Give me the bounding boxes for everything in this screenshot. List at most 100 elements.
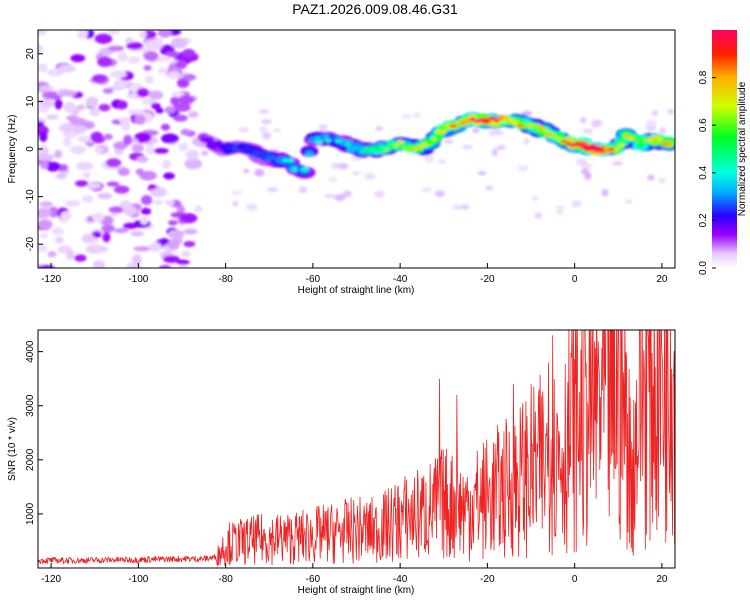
heatmap-cell <box>82 195 94 203</box>
heatmap-cell <box>182 48 196 58</box>
heatmap-cell <box>135 168 145 176</box>
heatmap-cell <box>165 199 175 206</box>
heatmap-cell <box>98 103 111 112</box>
heatmap-cell <box>434 133 444 141</box>
heatmap-cell <box>160 123 171 131</box>
heatmap-cell <box>245 204 258 211</box>
heatmap-cell <box>178 142 189 152</box>
snr-x-label: Height of straight line (km) <box>298 585 415 596</box>
heatmap-cell <box>413 112 421 119</box>
heatmap-cell <box>77 30 88 40</box>
heatmap-cell <box>103 133 113 140</box>
spectrogram-x-label: Height of straight line (km) <box>298 285 415 296</box>
heatmap-cell <box>126 42 144 50</box>
heatmap-cell <box>39 85 55 92</box>
heatmap-cell <box>267 187 278 192</box>
heatmap-cell <box>582 128 594 134</box>
heatmap-cell <box>176 259 190 265</box>
heatmap-cell <box>150 187 168 198</box>
y-tick-label: 1000 <box>25 502 36 525</box>
heatmap-cell <box>584 172 592 180</box>
heatmap-cell <box>170 37 188 49</box>
heatmap-cell <box>55 236 64 244</box>
heatmap-cell <box>526 123 534 128</box>
heatmap-cell <box>180 250 191 258</box>
heatmap-cell <box>144 75 154 85</box>
heatmap-cell <box>461 204 469 211</box>
heatmap-cell <box>624 199 633 204</box>
heatmap-cell <box>39 131 48 143</box>
x-tick-label: 20 <box>656 574 668 585</box>
x-tick-label: -80 <box>218 574 233 585</box>
heatmap-cell <box>579 144 587 149</box>
heatmap-cell <box>373 190 385 198</box>
x-tick-label: 0 <box>572 274 578 285</box>
spectrogram-heatmap <box>38 30 675 268</box>
heatmap-cell <box>222 148 234 155</box>
heatmap-cell <box>60 211 72 221</box>
heatmap-cell <box>66 115 79 121</box>
heatmap-cell <box>485 185 494 191</box>
heatmap-cell <box>107 45 125 52</box>
heatmap-cell <box>335 138 342 143</box>
heatmap-cell <box>70 145 86 155</box>
heatmap-cell <box>65 249 75 260</box>
heatmap-cell <box>373 146 380 151</box>
heatmap-cell <box>416 145 424 150</box>
y-tick-label: 2000 <box>25 448 36 471</box>
heatmap-cell <box>666 141 673 146</box>
colorbar-tick-label: 0.0 <box>698 261 709 275</box>
heatmap-cell <box>560 139 567 144</box>
heatmap-cell <box>554 205 565 211</box>
heatmap-cell <box>133 246 151 252</box>
heatmap-cell <box>76 161 94 171</box>
x-tick-label: -100 <box>128 574 148 585</box>
heatmap-cell <box>378 144 385 149</box>
heatmap-cell <box>38 153 55 161</box>
figure-title: PAZ1.2026.009.08.46.G31 <box>292 1 458 17</box>
colorbar-tick-label: 0.8 <box>698 70 709 84</box>
heatmap-cell <box>38 107 50 113</box>
heatmap-cell <box>352 170 360 176</box>
heatmap-cell <box>477 171 487 176</box>
heatmap-cell <box>60 123 78 133</box>
heatmap-cell <box>167 239 180 250</box>
heatmap-cell <box>108 206 125 214</box>
heatmap-cell <box>462 144 473 150</box>
snr-series-line <box>38 330 675 567</box>
heatmap-cell <box>474 119 481 124</box>
heatmap-cell <box>555 136 563 141</box>
x-tick-label: -40 <box>393 274 408 285</box>
heatmap-cell <box>478 117 486 122</box>
heatmap-cell <box>502 115 510 120</box>
heatmap-cell <box>218 143 228 151</box>
heatmap-cell <box>46 68 64 77</box>
heatmap-cell <box>576 158 588 166</box>
heatmap-cell <box>315 139 323 144</box>
x-tick-label: -40 <box>393 574 408 585</box>
heatmap-cell <box>170 96 180 106</box>
heatmap-cell <box>154 56 171 62</box>
heatmap-cell <box>203 136 214 144</box>
snr-y-label: SNR (10 * v/v) <box>7 417 18 481</box>
heatmap-cell <box>407 146 413 151</box>
heatmap-cell <box>131 143 144 153</box>
heatmap-cell <box>325 138 332 143</box>
heatmap-cell <box>318 124 328 130</box>
heatmap-cell <box>47 250 57 258</box>
heatmap-cell <box>292 166 298 171</box>
heatmap-cell <box>117 51 128 62</box>
heatmap-cell <box>140 194 153 206</box>
heatmap-cell <box>523 137 530 145</box>
heatmap-cell <box>507 118 515 123</box>
heatmap-cell <box>167 70 181 79</box>
heatmap-cell <box>491 148 499 157</box>
heatmap-cell <box>64 199 81 207</box>
heatmap-cell <box>182 73 197 81</box>
heatmap-cell <box>91 230 102 239</box>
heatmap-cell <box>194 205 203 213</box>
colorbar-gradient <box>712 30 737 268</box>
heatmap-cell <box>143 51 159 62</box>
heatmap-cell <box>171 91 185 97</box>
heatmap-cell <box>488 116 495 121</box>
